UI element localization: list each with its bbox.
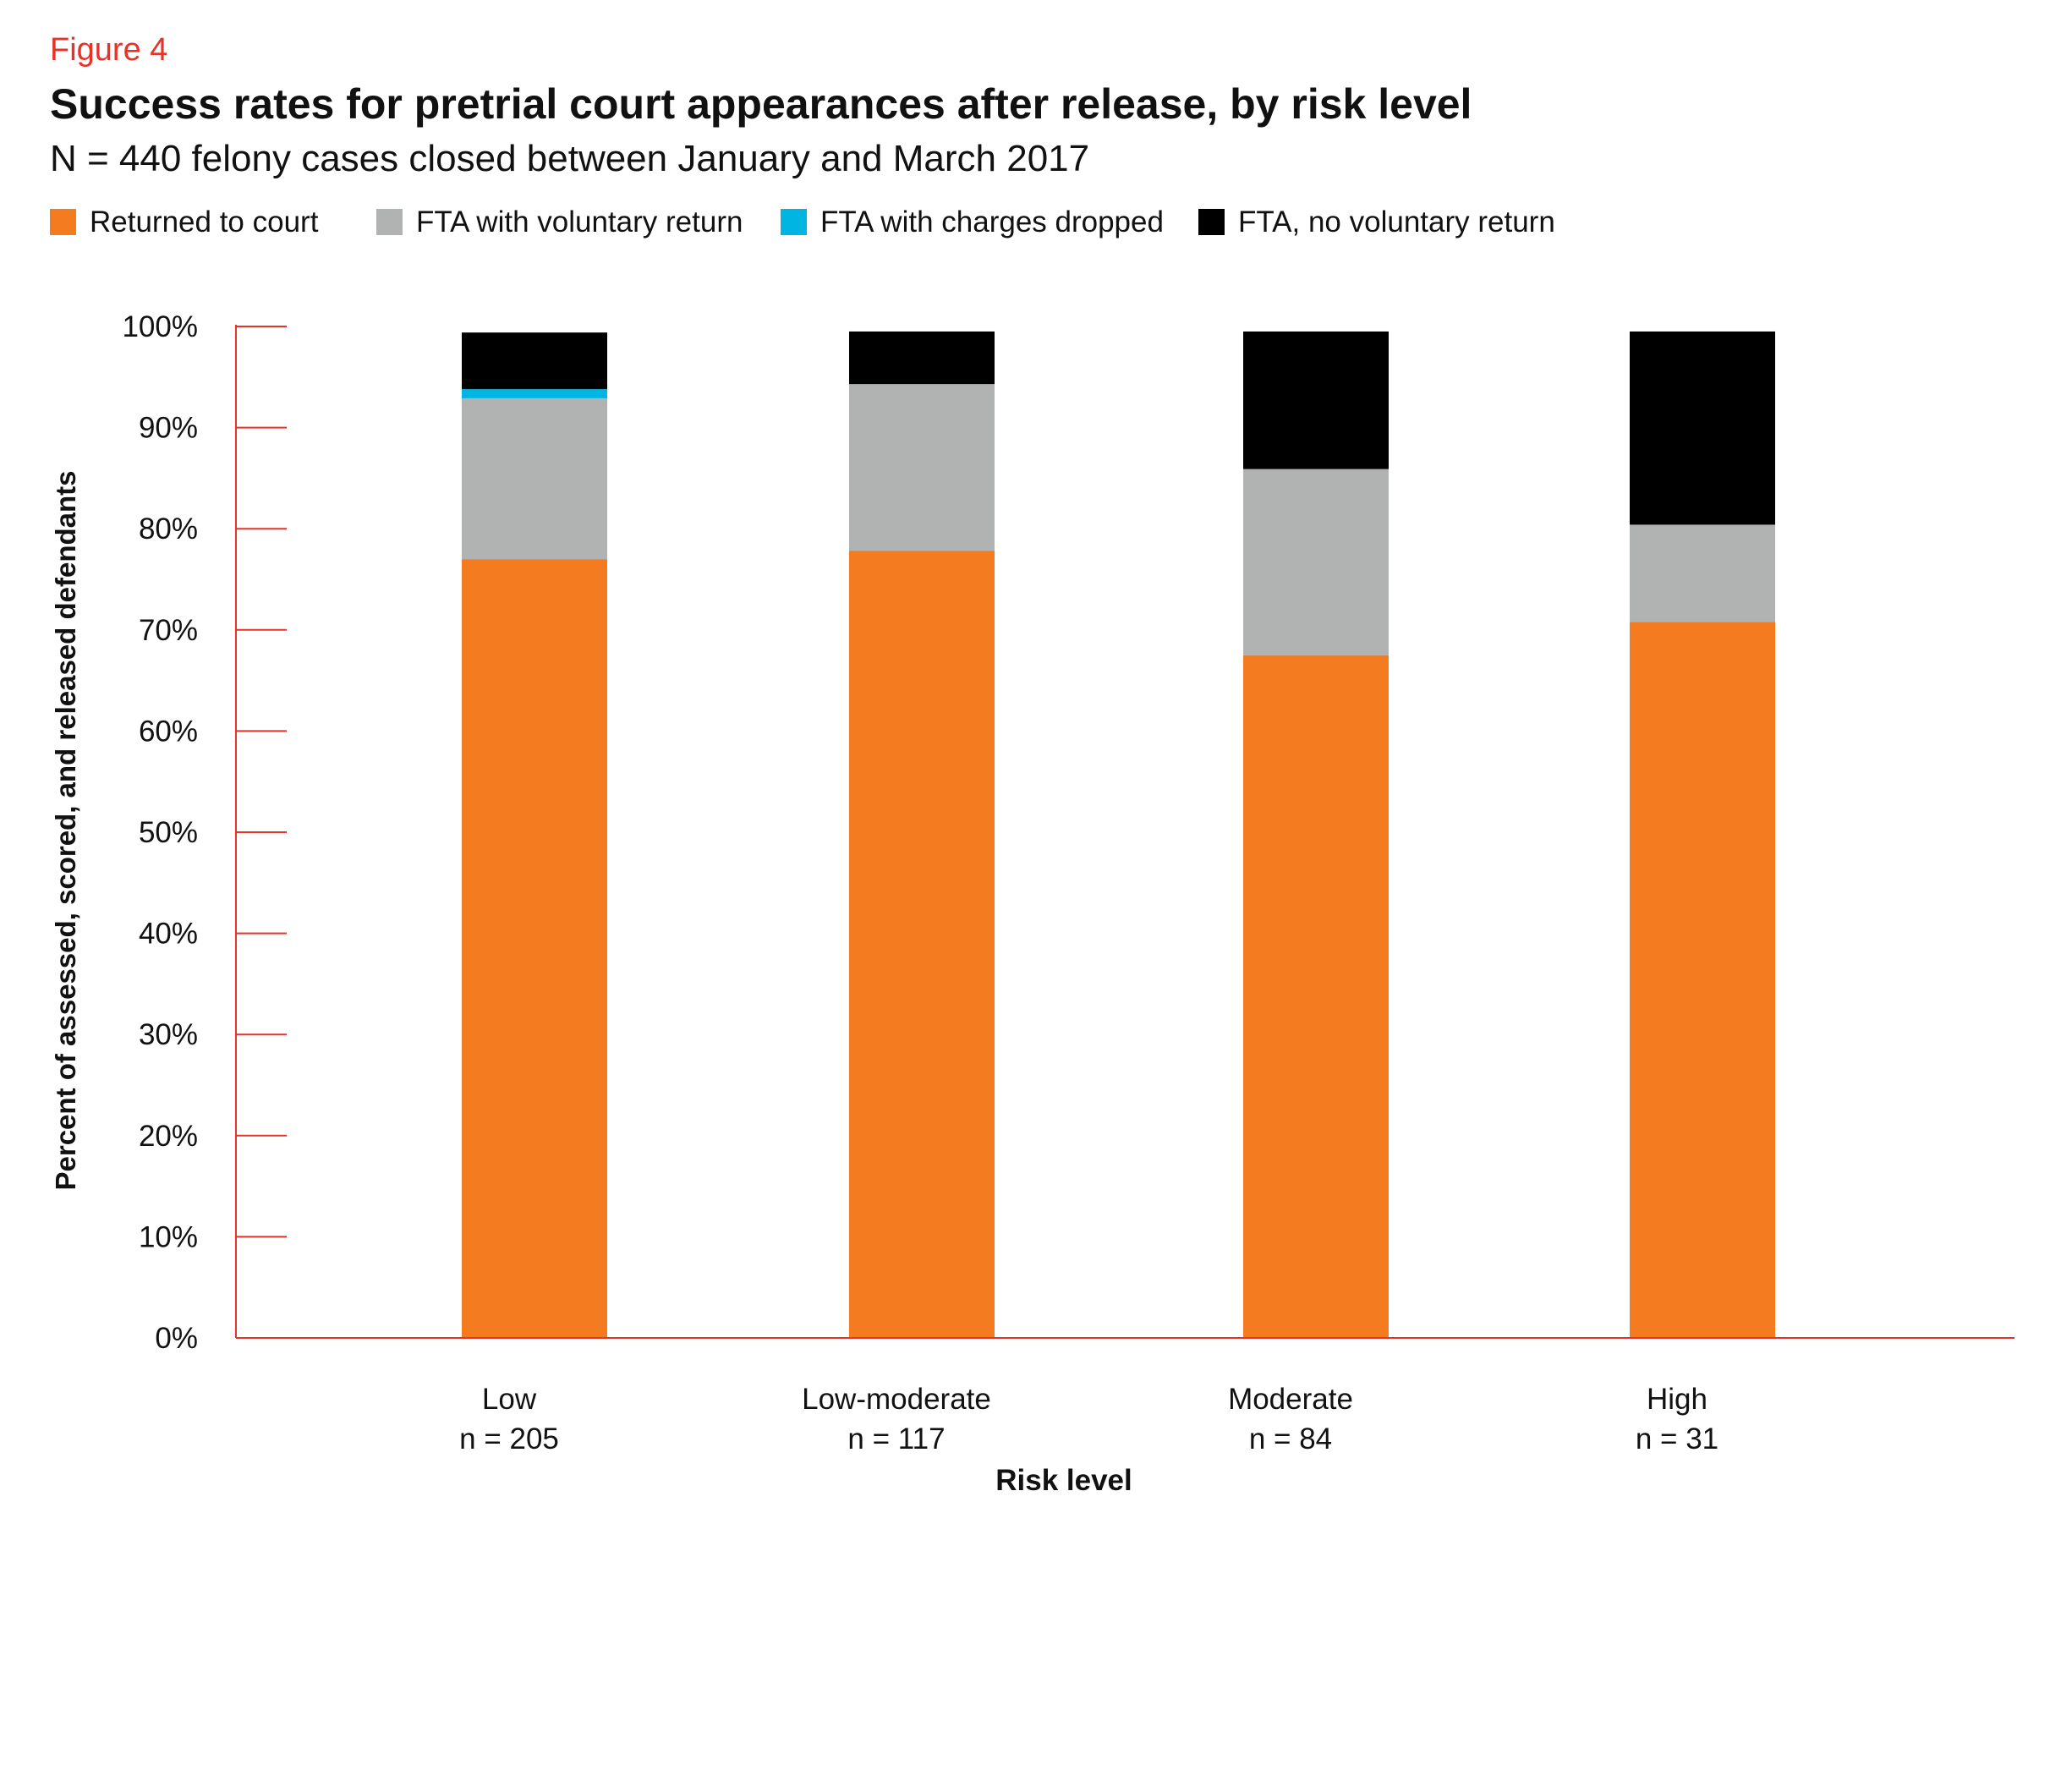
legend-item-fta-voluntary-return: FTA with voluntary return [376, 205, 743, 238]
bar-high-returned-to-court [1630, 622, 1775, 1338]
y-axis-title: Percent of assessed, scored, and release… [50, 470, 81, 1190]
chart-title: Success rates for pretrial court appeara… [50, 80, 1472, 128]
bar-high-fta-no-voluntary-return [1630, 331, 1775, 525]
legend-swatch-fta-charges-dropped [781, 208, 807, 235]
x-axis-title: Risk level [995, 1464, 1132, 1497]
bar-moderate-returned-to-court [1243, 655, 1389, 1338]
legend-label-fta-no-voluntary-return: FTA, no voluntary return [1238, 205, 1555, 238]
legend-label-fta-charges-dropped: FTA with charges dropped [820, 205, 1164, 238]
bar-low-returned-to-court [462, 559, 607, 1338]
y-tick-label-80: 80% [139, 513, 198, 545]
y-tick-label-70: 70% [139, 614, 198, 647]
legend-label-returned-to-court: Returned to court [90, 205, 319, 238]
y-tick-label-30: 30% [139, 1018, 198, 1051]
bar-low-moderate-returned-to-court [849, 551, 995, 1338]
bar-low-moderate-fta-with-voluntary-return [849, 384, 995, 551]
legend: Returned to court FTA with voluntary ret… [50, 205, 1657, 238]
bar-low-fta-no-voluntary-return [462, 332, 607, 390]
y-tick-label-20: 20% [139, 1120, 198, 1153]
bar-low-moderate-fta-no-voluntary-return [849, 331, 995, 385]
y-tick-label-100: 100% [122, 310, 198, 343]
figure-label: Figure 4 [50, 32, 168, 68]
bar-high-fta-with-voluntary-return [1630, 524, 1775, 622]
y-tick-label-60: 60% [139, 715, 198, 748]
x-label-low: Low [482, 1383, 537, 1416]
legend-swatch-returned-to-court [50, 208, 76, 235]
x-count-low-moderate: n = 117 [847, 1422, 945, 1455]
y-tick-label-50: 50% [139, 816, 198, 849]
x-count-high: n = 31 [1636, 1422, 1718, 1455]
legend-label-fta-voluntary-return: FTA with voluntary return [416, 205, 743, 238]
legend-item-fta-charges-dropped: FTA with charges dropped [781, 205, 1164, 238]
bar-low-fta-with-voluntary-return [462, 397, 607, 560]
legend-item-returned-to-court: Returned to court [50, 205, 318, 238]
y-tick-label-10: 10% [139, 1220, 198, 1253]
x-count-low: n = 205 [459, 1422, 559, 1455]
x-label-low-moderate: Low-moderate [802, 1383, 991, 1416]
bar-moderate-fta-with-voluntary-return [1243, 469, 1389, 655]
y-tick-label-0: 0% [155, 1322, 198, 1355]
chart-subtitle: N = 440 felony cases closed between Janu… [50, 138, 1090, 179]
bar-moderate-fta-no-voluntary-return [1243, 331, 1389, 469]
bar-low-fta-with-charges-dropped [462, 389, 607, 398]
legend-swatch-fta-no-voluntary-return [1198, 208, 1225, 235]
x-label-moderate: Moderate [1228, 1383, 1353, 1416]
x-label-high: High [1647, 1383, 1707, 1416]
y-tick-label-90: 90% [139, 412, 198, 445]
y-tick-label-40: 40% [139, 918, 198, 951]
legend-swatch-fta-voluntary-return [376, 208, 403, 235]
x-count-moderate: n = 84 [1249, 1422, 1332, 1455]
legend-item-fta-no-voluntary-return: FTA, no voluntary return [1198, 205, 1555, 238]
